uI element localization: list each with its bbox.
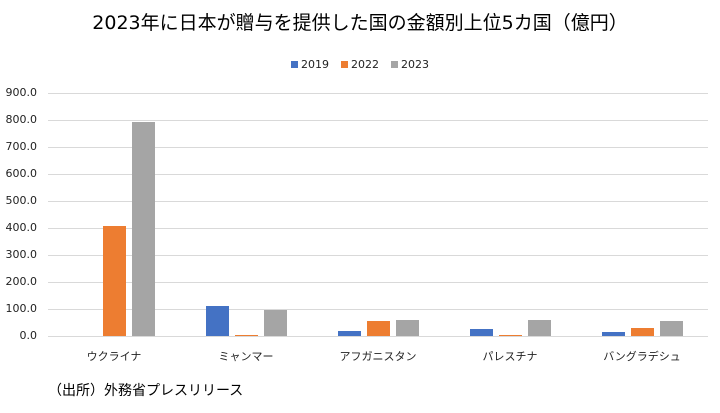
legend-label: 2019 — [301, 58, 329, 71]
chart-legend: 2019 2022 2023 — [0, 58, 720, 71]
bar-2022 — [234, 334, 258, 336]
bar-2019 — [337, 330, 361, 336]
legend-item-2023: 2023 — [391, 58, 429, 71]
gridline — [48, 336, 708, 337]
legend-item-2019: 2019 — [291, 58, 329, 71]
gridline — [48, 93, 708, 94]
legend-swatch — [341, 61, 348, 68]
y-tick-label: 400.0 — [5, 221, 38, 234]
bar-2023 — [263, 309, 287, 336]
x-category-label: アフガニスタン — [339, 350, 417, 363]
y-tick-label: 100.0 — [5, 302, 38, 315]
x-category-label: ウクライナ — [86, 350, 142, 363]
bar-2019 — [601, 332, 625, 336]
gridline — [48, 147, 708, 148]
legend-item-2022: 2022 — [341, 58, 379, 71]
y-tick-label: 300.0 — [5, 248, 38, 261]
x-category-label: バングラデシュ — [603, 350, 681, 363]
y-tick-label: 600.0 — [5, 167, 38, 180]
chart-title: 2023年に日本が贈与を提供した国の金額別上位5カ国（億円） — [92, 12, 628, 34]
y-tick-label: 500.0 — [5, 194, 38, 207]
bar-2023 — [659, 320, 683, 336]
y-tick-label: 800.0 — [5, 113, 38, 126]
gridline — [48, 309, 708, 310]
x-category-label: ミャンマー — [218, 350, 274, 363]
legend-label: 2022 — [351, 58, 379, 71]
y-tick-label: 200.0 — [5, 275, 38, 288]
gridline — [48, 174, 708, 175]
bar-2022 — [102, 225, 126, 336]
legend-swatch — [391, 61, 398, 68]
bar-2023 — [131, 122, 155, 336]
legend-swatch — [291, 61, 298, 68]
y-tick-label: 0.0 — [19, 329, 38, 342]
source-note: （出所）外務省プレスリリース — [48, 383, 244, 399]
gridline — [48, 120, 708, 121]
bar-2019 — [469, 328, 493, 336]
gridline — [48, 228, 708, 229]
y-tick-label: 900.0 — [5, 86, 38, 99]
bar-2023 — [395, 319, 419, 336]
bar-2022 — [366, 320, 390, 336]
gridline — [48, 201, 708, 202]
x-category-label: パレスチナ — [482, 350, 538, 363]
bar-2019 — [205, 306, 229, 336]
bar-2022 — [630, 327, 654, 336]
legend-label: 2023 — [401, 58, 429, 71]
y-tick-label: 700.0 — [5, 140, 38, 153]
bar-2023 — [527, 319, 551, 336]
gridline — [48, 282, 708, 283]
gridline — [48, 255, 708, 256]
bar-2022 — [498, 334, 522, 336]
